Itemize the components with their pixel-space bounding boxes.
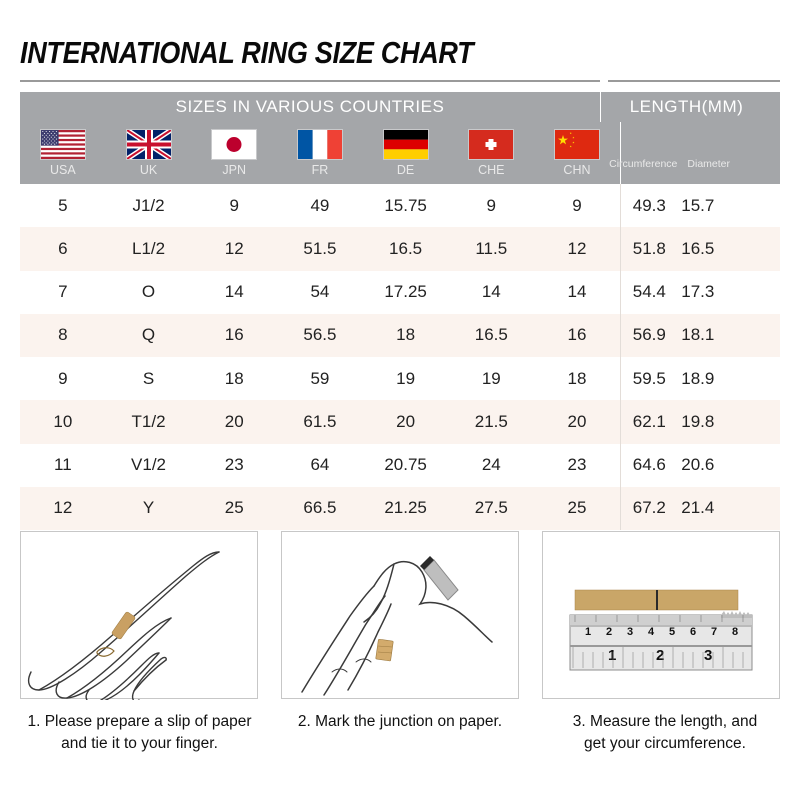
- svg-text:1: 1: [608, 647, 616, 664]
- svg-text:6: 6: [690, 626, 696, 638]
- svg-text:2: 2: [606, 626, 612, 638]
- svg-text:3: 3: [704, 647, 712, 664]
- svg-text:1: 1: [585, 626, 591, 638]
- svg-text:3: 3: [627, 626, 633, 638]
- svg-text:7: 7: [711, 626, 717, 638]
- svg-text:4: 4: [648, 626, 655, 638]
- svg-text:5: 5: [669, 626, 675, 638]
- svg-text:8: 8: [732, 626, 738, 638]
